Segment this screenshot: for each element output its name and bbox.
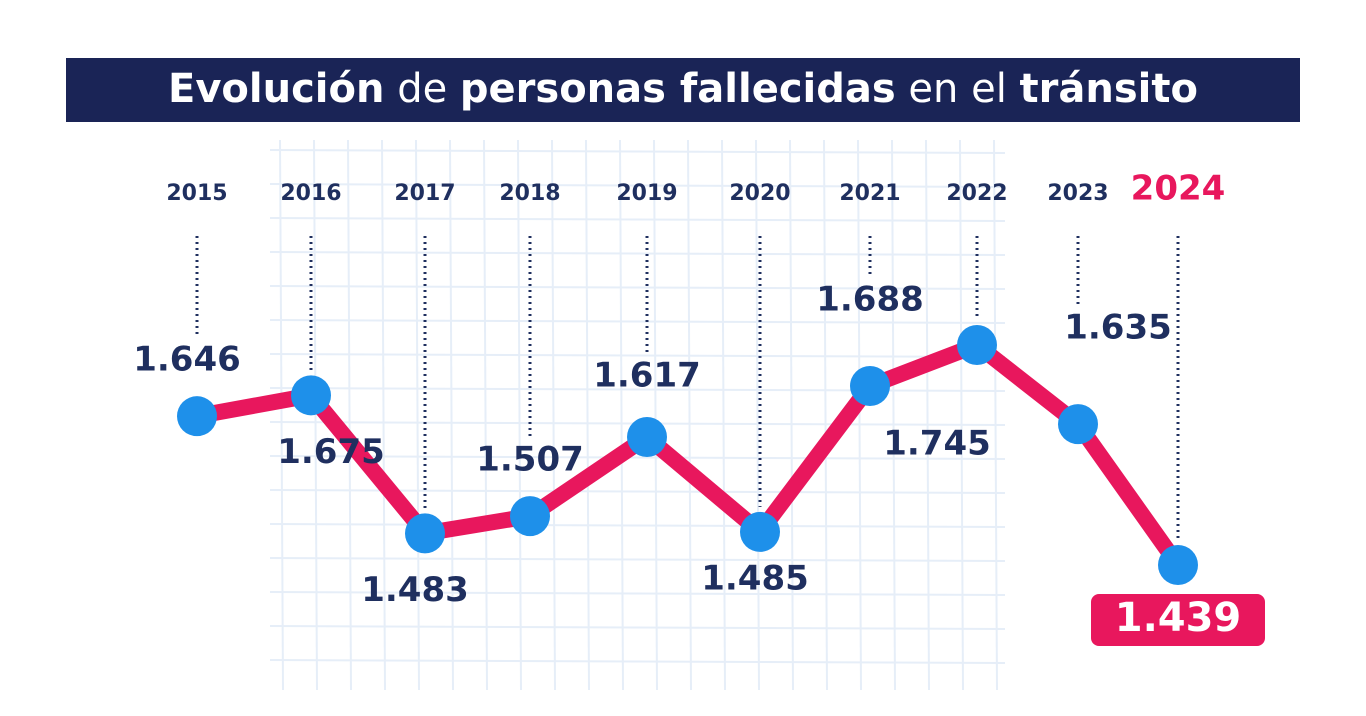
- data-label: 1.617: [593, 356, 701, 396]
- chart-title: Evolución de personas fallecidas en el t…: [168, 66, 1198, 112]
- marker: [405, 513, 445, 554]
- grid-sketch: [925, 139, 930, 691]
- grid-sketch: [269, 251, 1006, 256]
- x-tick-label: 2024: [1131, 169, 1226, 209]
- title-part: en el: [908, 66, 1006, 112]
- x-tick-label: 2018: [499, 181, 560, 206]
- x-tick-label: 2021: [839, 181, 900, 206]
- grid-sketch: [269, 625, 1006, 630]
- grid-sketch: [279, 139, 284, 691]
- x-tick-label: 2020: [729, 181, 790, 206]
- grid-sketch: [653, 139, 658, 691]
- background-grid: [269, 139, 1006, 691]
- marker: [740, 511, 780, 552]
- marker: [957, 325, 997, 365]
- grid-sketch: [269, 591, 1006, 596]
- title-part: tránsito: [1020, 66, 1198, 112]
- data-label: 1.635: [1064, 308, 1172, 348]
- grid-sketch: [269, 455, 1006, 460]
- title-part: de: [397, 66, 447, 112]
- grid-sketch: [415, 139, 420, 691]
- data-label: 1.688: [816, 279, 924, 319]
- data-label: 1.507: [476, 440, 584, 480]
- grid-sketch: [517, 139, 522, 691]
- grid-sketch: [823, 139, 828, 691]
- data-label: 1.439: [1115, 595, 1242, 641]
- marker: [510, 496, 550, 537]
- highlight-box: [1091, 594, 1265, 646]
- grid-sketch: [551, 139, 556, 691]
- data-label: 1.646: [133, 340, 241, 380]
- x-tick-label: 2019: [616, 181, 677, 206]
- grid-sketch: [755, 139, 760, 691]
- data-label: 1.485: [701, 558, 809, 598]
- grid-sketch: [993, 139, 998, 691]
- grid-sketch: [269, 523, 1006, 528]
- grid-sketch: [857, 139, 862, 691]
- x-tick-label: 2023: [1047, 181, 1108, 206]
- title-bar: [66, 58, 1300, 122]
- marker: [177, 396, 217, 437]
- grid-sketch: [313, 139, 318, 691]
- marker: [291, 375, 331, 416]
- grid-sketch: [347, 139, 352, 691]
- grid-sketch: [269, 557, 1006, 562]
- line: [195, 337, 1185, 570]
- data-label: 1.483: [361, 570, 469, 610]
- x-tick-label: 2022: [946, 181, 1007, 206]
- grid-sketch: [959, 139, 964, 691]
- title-part: personas fallecidas: [460, 66, 896, 112]
- grid-sketch: [269, 183, 1006, 188]
- x-tick-label: 2017: [394, 181, 455, 206]
- grid-sketch: [269, 659, 1006, 664]
- grid-sketch: [585, 139, 590, 691]
- grid-sketch: [721, 139, 726, 691]
- marker: [627, 417, 667, 458]
- grid-sketch: [381, 139, 386, 691]
- grid-sketch: [269, 149, 1006, 154]
- grid-sketch: [619, 139, 624, 691]
- grid-sketch: [449, 139, 454, 691]
- marker: [1158, 545, 1198, 585]
- marker: [850, 365, 890, 406]
- marker: [1058, 404, 1098, 445]
- data-label: 1.675: [277, 432, 385, 472]
- grid-sketch: [891, 139, 896, 691]
- title-part: Evolución: [168, 66, 384, 112]
- grid-sketch: [789, 139, 794, 691]
- x-tick-label: 2016: [280, 181, 341, 206]
- x-tick-label: 2015: [166, 181, 227, 206]
- grid-sketch: [687, 139, 692, 691]
- data-label: 1.745: [883, 424, 991, 464]
- grid-sketch: [483, 139, 488, 691]
- grid-sketch: [269, 217, 1006, 222]
- grid-sketch: [269, 353, 1006, 358]
- grid-sketch: [269, 319, 1006, 324]
- grid-sketch: [269, 285, 1006, 290]
